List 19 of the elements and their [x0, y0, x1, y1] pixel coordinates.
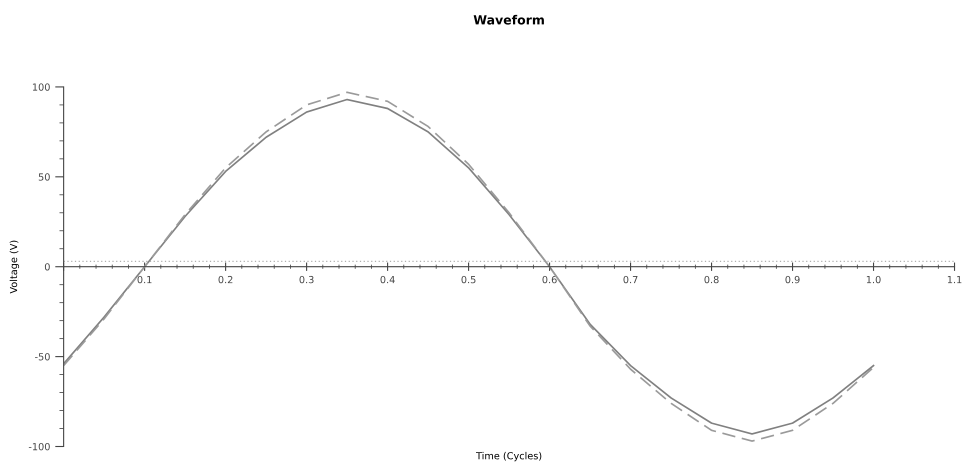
y-tick-label: -50 — [35, 353, 50, 360]
y-axis-title: Voltage (V) — [10, 240, 20, 294]
y-tick-label: 100 — [32, 83, 50, 91]
x-tick-label: 0.4 — [380, 276, 395, 284]
x-tick-label: 0.8 — [704, 276, 719, 284]
y-tick-label: 0 — [44, 263, 50, 271]
y-tick-label: -100 — [28, 442, 50, 450]
x-tick-label: 0.1 — [138, 276, 152, 284]
chart-title: Waveform — [474, 14, 544, 25]
x-axis-title: Time (Cycles) — [476, 452, 542, 462]
x-tick-label: 0.2 — [218, 276, 232, 284]
y-tick-label: 50 — [38, 173, 50, 181]
x-tick-label: 0.6 — [542, 276, 557, 284]
x-tick-label: 1.0 — [866, 276, 881, 284]
x-tick-label: 0.9 — [785, 276, 800, 284]
x-tick-label: 0.5 — [461, 276, 476, 284]
x-tick-label: 0.3 — [300, 276, 314, 284]
x-tick-label: 0.7 — [623, 276, 638, 284]
x-tick-label: 1.1 — [948, 276, 962, 284]
